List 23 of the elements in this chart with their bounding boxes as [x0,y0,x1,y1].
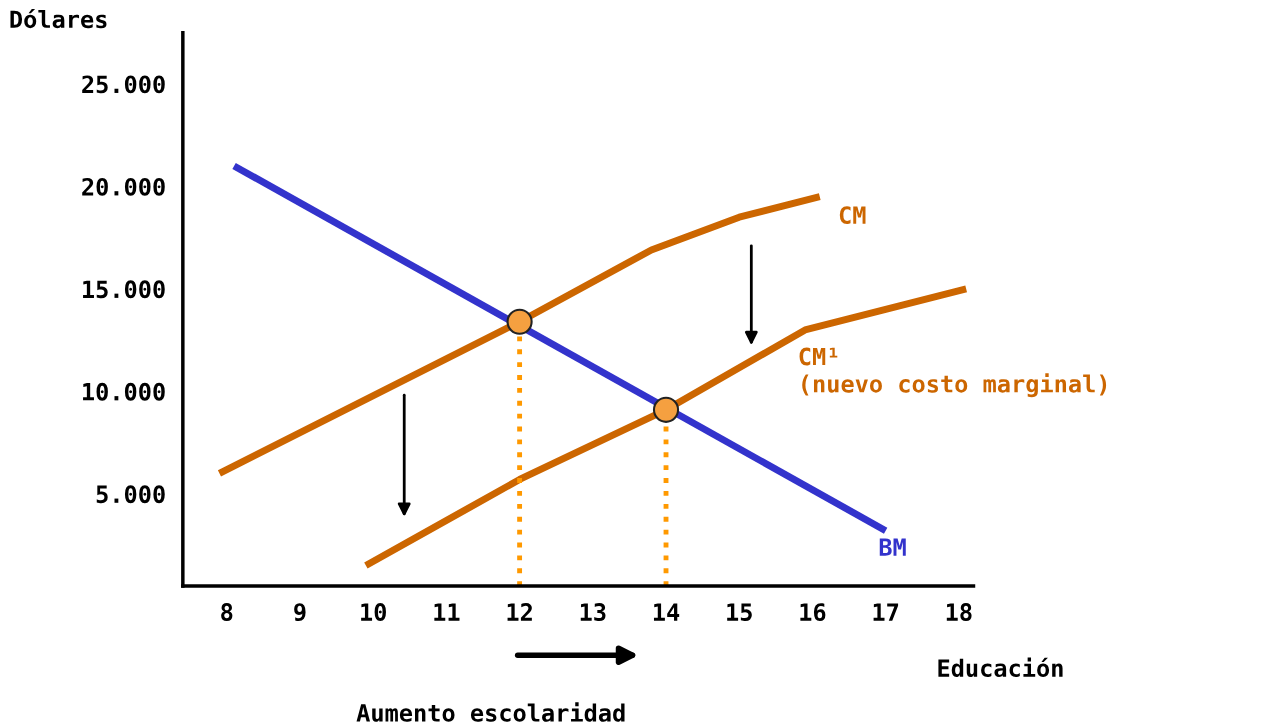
x-axis-title: Educación [938,657,1063,677]
y-tick-label: 20.000 [82,177,165,196]
series-label: BM [879,538,906,556]
y-tick-label: 5.000 [96,485,165,504]
x-tick-label: 17 [873,603,899,621]
y-tick-label: 25.000 [82,75,165,94]
text: Aumento escolaridad [356,702,625,722]
x-tick-label: 18 [946,603,972,621]
y-tick-label: 15.000 [83,280,165,299]
series-label: CM¹ [799,347,838,366]
x-tick-label: 12 [507,603,532,621]
x-tick-label: 8 [221,603,233,621]
series-label: CM [839,206,866,225]
x-tick-label: 9 [294,603,306,622]
annotation: (nuevo costo marginal) [802,373,1107,398]
y-axis-title: Dólares [10,8,107,29]
x-tick-label: 13 [580,603,606,621]
x-tick-label: 10 [361,603,386,621]
x-tick-label: 15 [727,603,752,621]
x-tick-label: 14 [653,603,680,621]
y-tick-label: 10.000 [83,382,165,401]
x-tick-label: 11 [434,603,460,621]
x-tick-label: 16 [800,603,826,622]
